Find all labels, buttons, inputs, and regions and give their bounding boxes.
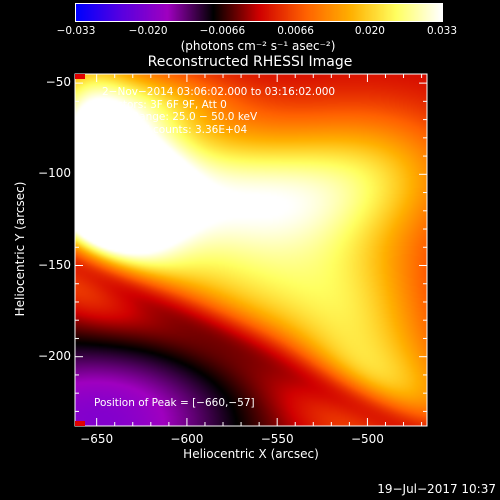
colorbar-tick-label: 0.033 [426,25,458,37]
annotation-energy-range: Energy Range: 25.0 − 50.0 keV [92,111,258,123]
annotation-time-range: 2−Nov−2014 03:06:02.000 to 03:16:02.000 [102,86,336,98]
annotation-detectors: Detectors: 3F 6F 9F, Att 0 [92,98,227,111]
x-axis-title: Heliocentric X (arcsec) [183,447,319,461]
x-tick-label: −600 [170,432,204,446]
colorbar-tick-label: −0.0066 [199,25,246,37]
x-tick-label: −500 [350,432,384,446]
colorbar-tick-label: −0.020 [128,25,168,37]
x-tick-label: −650 [80,432,114,446]
timestamp: 19−Jul−2017 10:37 [377,482,496,496]
colorbar-tick-label: −0.033 [56,25,96,37]
x-tick-label: −550 [260,432,294,446]
colorbar [75,3,443,22]
y-tick-label: −100 [38,166,71,181]
peak-position-label: Position of Peak = [−660,−57] [94,397,255,409]
colorbar-unit-label: (photons cm⁻² s⁻¹ asec⁻²) [180,39,336,53]
chart-title: Reconstructed RHESSI Image [147,54,353,70]
y-tick-label: −50 [45,75,71,90]
annotation-clean-counts: Clean Total counts: 3.36E+04 [92,123,248,136]
y-tick-label: −200 [38,348,71,363]
y-tick-label: −150 [38,257,71,272]
y-axis-title: Heliocentric Y (arcsec) [13,181,27,317]
colorbar-tick-label: 0.020 [354,25,385,37]
annotation-block: 2−Nov−2014 03:06:02.000 to 03:16:02.000 … [92,86,335,136]
colorbar-tick-label: 0.0066 [277,25,314,37]
